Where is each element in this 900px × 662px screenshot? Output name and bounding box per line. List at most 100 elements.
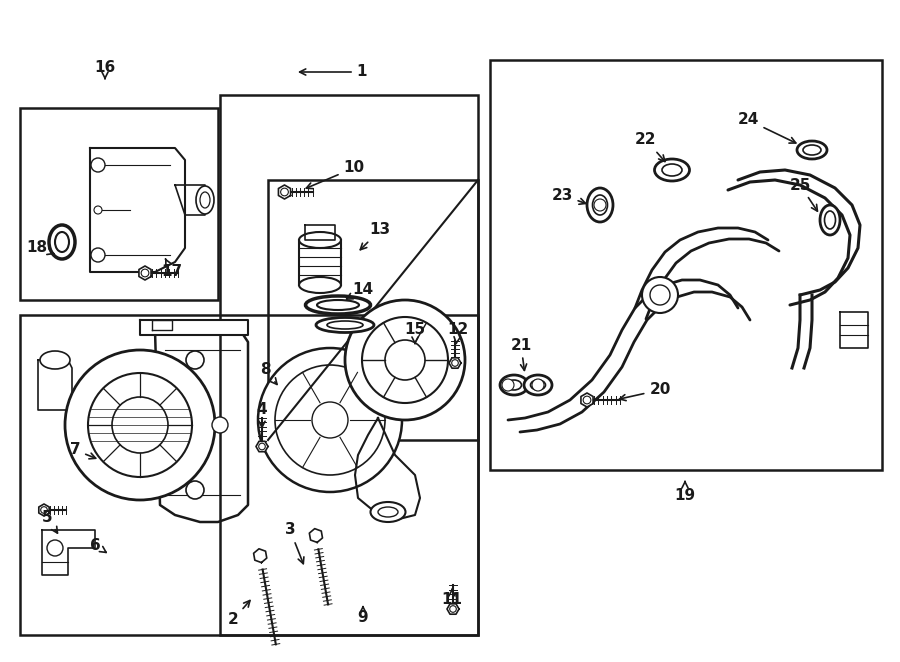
Circle shape [452, 359, 458, 366]
Text: 14: 14 [346, 283, 374, 299]
Polygon shape [256, 442, 268, 451]
Circle shape [281, 188, 288, 196]
Ellipse shape [530, 380, 545, 390]
Text: 8: 8 [260, 363, 277, 385]
Text: 6: 6 [90, 538, 106, 553]
Bar [20, 315, 478, 635]
Circle shape [94, 206, 102, 214]
Circle shape [91, 248, 105, 262]
Ellipse shape [797, 141, 827, 159]
Text: 9: 9 [357, 607, 368, 626]
Text: 1: 1 [300, 64, 367, 79]
Circle shape [594, 199, 606, 211]
Circle shape [532, 379, 544, 391]
Bar [220, 95, 478, 635]
Ellipse shape [49, 225, 75, 259]
Polygon shape [152, 320, 172, 330]
Circle shape [345, 300, 465, 420]
Text: 19: 19 [674, 481, 696, 502]
Circle shape [583, 396, 590, 404]
Polygon shape [155, 330, 248, 522]
Ellipse shape [371, 502, 406, 522]
Polygon shape [278, 185, 291, 199]
Text: 3: 3 [284, 522, 304, 563]
Ellipse shape [200, 192, 210, 208]
Polygon shape [305, 225, 335, 240]
Circle shape [186, 351, 204, 369]
Text: 15: 15 [404, 322, 426, 344]
Text: 17: 17 [161, 259, 183, 279]
Polygon shape [90, 148, 185, 272]
Circle shape [47, 540, 63, 556]
Ellipse shape [662, 164, 682, 176]
Circle shape [258, 348, 402, 492]
Circle shape [450, 606, 456, 612]
Polygon shape [447, 604, 459, 614]
Polygon shape [42, 530, 95, 575]
Text: 7: 7 [69, 442, 95, 459]
Ellipse shape [592, 195, 608, 215]
Text: 12: 12 [447, 322, 469, 344]
Ellipse shape [305, 296, 371, 314]
Polygon shape [310, 529, 322, 542]
Ellipse shape [327, 321, 363, 329]
Ellipse shape [654, 159, 689, 181]
Polygon shape [254, 549, 266, 563]
Text: 20: 20 [619, 383, 670, 401]
Text: 18: 18 [26, 240, 54, 256]
Circle shape [258, 443, 265, 449]
Polygon shape [38, 360, 72, 410]
Polygon shape [449, 357, 461, 368]
Ellipse shape [299, 277, 341, 293]
Circle shape [275, 365, 385, 475]
Polygon shape [840, 312, 868, 348]
Ellipse shape [196, 186, 214, 214]
Ellipse shape [40, 351, 70, 369]
Circle shape [88, 373, 192, 477]
Circle shape [385, 340, 425, 380]
Circle shape [212, 417, 228, 433]
Circle shape [112, 397, 168, 453]
Ellipse shape [500, 375, 528, 395]
Circle shape [642, 277, 678, 313]
Ellipse shape [317, 300, 359, 310]
Ellipse shape [524, 375, 552, 395]
Bar [20, 108, 218, 300]
Circle shape [312, 402, 348, 438]
Ellipse shape [820, 205, 840, 235]
Circle shape [40, 506, 48, 513]
Ellipse shape [299, 232, 341, 248]
Circle shape [502, 379, 514, 391]
Circle shape [141, 269, 149, 277]
Bar [490, 60, 882, 470]
Ellipse shape [507, 380, 521, 390]
Ellipse shape [55, 232, 69, 252]
Circle shape [91, 158, 105, 172]
Circle shape [186, 481, 204, 499]
Text: 25: 25 [789, 177, 817, 211]
Text: 16: 16 [94, 60, 115, 79]
Polygon shape [139, 266, 151, 280]
Polygon shape [140, 320, 248, 335]
Text: 11: 11 [442, 589, 463, 608]
Ellipse shape [378, 507, 398, 517]
Ellipse shape [316, 318, 374, 332]
Text: 22: 22 [635, 132, 665, 162]
Ellipse shape [824, 211, 835, 229]
Circle shape [65, 350, 215, 500]
Circle shape [650, 285, 670, 305]
Text: 2: 2 [228, 600, 250, 628]
Text: 10: 10 [306, 160, 364, 189]
Polygon shape [39, 504, 50, 516]
Polygon shape [175, 185, 205, 215]
Bar [268, 180, 478, 440]
Text: 5: 5 [41, 510, 58, 533]
Ellipse shape [803, 145, 821, 155]
Text: 13: 13 [360, 222, 391, 250]
Text: 24: 24 [737, 113, 796, 143]
Ellipse shape [587, 188, 613, 222]
Circle shape [362, 317, 448, 403]
Text: 4: 4 [256, 402, 267, 428]
Text: 23: 23 [552, 187, 586, 205]
Polygon shape [355, 418, 420, 520]
